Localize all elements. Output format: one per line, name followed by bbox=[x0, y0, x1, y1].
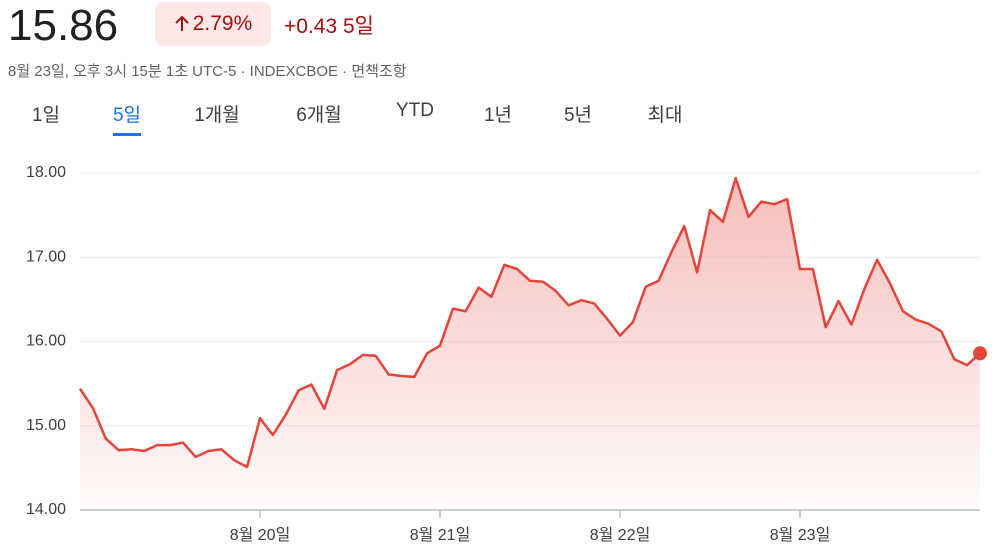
up-arrow bbox=[175, 15, 189, 31]
x-tick-label: 8월 22일 bbox=[590, 526, 651, 544]
y-tick-label: 17.00 bbox=[26, 248, 66, 265]
tab[interactable]: 5년 bbox=[563, 105, 593, 126]
y-tick-label: 16.00 bbox=[26, 333, 66, 350]
change: +0.43 5일 bbox=[284, 10, 374, 40]
tab[interactable]: 1년 bbox=[483, 105, 513, 126]
tab[interactable]: 최대 bbox=[647, 105, 683, 126]
change-badge: 2.79% bbox=[155, 2, 271, 46]
y-tick-label: 18.00 bbox=[26, 164, 66, 181]
change-pct: 2.79% bbox=[192, 12, 253, 35]
tab[interactable]: 5일 bbox=[112, 100, 142, 136]
area bbox=[80, 178, 980, 510]
last-point bbox=[973, 346, 987, 361]
tab[interactable]: YTD bbox=[396, 100, 434, 121]
tab[interactable]: 1일 bbox=[31, 105, 61, 126]
x-tick-label: 8월 21일 bbox=[410, 526, 471, 544]
y-tick-label: 15.00 bbox=[26, 417, 66, 434]
x-tick-label: 8월 20일 bbox=[230, 526, 291, 544]
x-tick-label: 8월 23일 bbox=[770, 526, 831, 544]
tab[interactable]: 1개월 bbox=[194, 105, 240, 126]
subtitle: 8월 23일, 오후 3시 15분 1초 UTC-5 · INDEXCBOE ·… bbox=[8, 63, 407, 80]
y-tick-label: 14.00 bbox=[26, 501, 66, 518]
change-value: +0.43 bbox=[284, 15, 338, 38]
period: 5일 bbox=[342, 15, 374, 38]
price: 15.86 bbox=[8, 1, 119, 50]
tab[interactable]: 6개월 bbox=[296, 105, 342, 126]
price-line bbox=[78, 176, 981, 469]
